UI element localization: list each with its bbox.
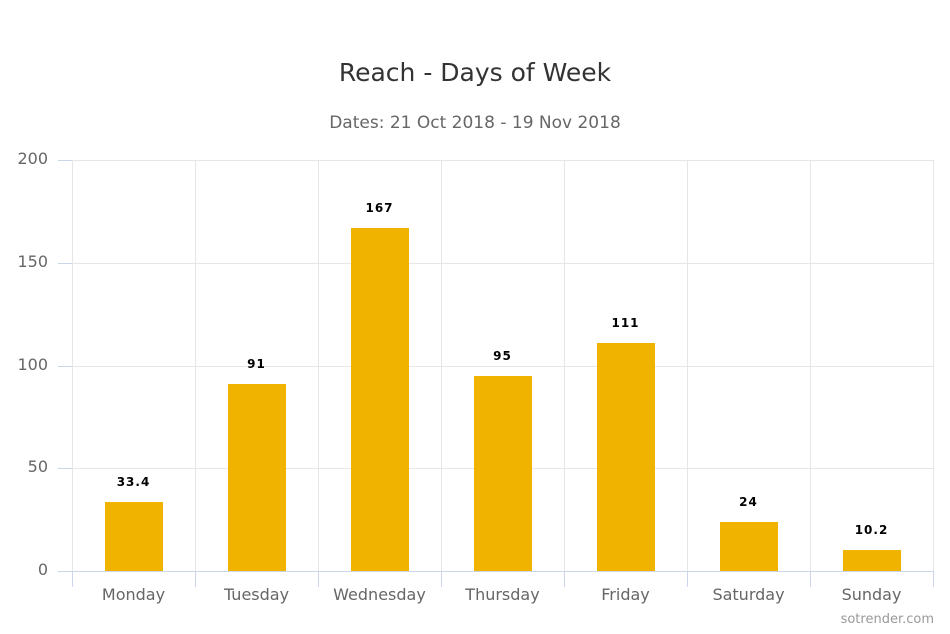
bar-thursday[interactable]	[473, 375, 532, 571]
chart-subtitle: Dates: 21 Oct 2018 - 19 Nov 2018	[329, 113, 621, 133]
x-tick-mark	[195, 571, 196, 587]
credit-link[interactable]: sotrender.com	[840, 612, 934, 627]
gridline-vertical	[72, 160, 73, 571]
y-tick-mark	[58, 262, 72, 264]
x-tick-mark	[441, 571, 442, 587]
data-label: 111	[611, 315, 640, 330]
x-tick-label: Sunday	[841, 585, 902, 604]
data-label: 10.2	[854, 523, 889, 538]
gridline-horizontal	[72, 365, 933, 367]
x-tick-mark	[810, 571, 811, 587]
gridline-horizontal	[72, 160, 933, 161]
bar-sunday[interactable]	[842, 550, 901, 571]
y-tick-label: 150	[17, 251, 48, 271]
gridline-vertical	[933, 160, 934, 571]
y-tick-label: 50	[27, 457, 48, 477]
y-tick-label: 200	[17, 149, 48, 168]
x-tick-label: Thursday	[465, 585, 540, 604]
x-tick-mark	[564, 571, 565, 587]
gridline-vertical	[810, 160, 811, 571]
bar-friday[interactable]	[596, 342, 655, 571]
y-tick-mark	[58, 365, 72, 367]
x-axis-line	[72, 571, 933, 572]
y-tick-mark	[58, 571, 72, 572]
gridline-vertical	[687, 160, 688, 571]
data-label: 95	[493, 348, 512, 363]
gridline-vertical	[195, 160, 196, 571]
x-tick-label: Friday	[601, 585, 650, 604]
x-tick-label: Monday	[101, 585, 166, 604]
y-tick-label: 100	[17, 354, 48, 374]
x-tick-label: Wednesday	[333, 585, 426, 604]
x-tick-label: Tuesday	[223, 585, 290, 604]
bar-tuesday[interactable]	[227, 383, 286, 571]
x-tick-mark	[72, 571, 73, 587]
gridline-horizontal	[72, 262, 933, 264]
y-tick-mark	[58, 160, 72, 161]
x-tick-mark	[933, 571, 934, 587]
data-label: 33.4	[116, 475, 151, 490]
x-tick-mark	[687, 571, 688, 587]
chart-title: Reach - Days of Week	[338, 58, 612, 87]
bar-monday[interactable]	[104, 502, 163, 571]
data-label: 91	[247, 356, 266, 371]
bar-wednesday[interactable]	[350, 227, 409, 571]
y-tick-mark	[58, 468, 72, 470]
data-label: 24	[739, 494, 758, 509]
gridline-vertical	[441, 160, 442, 571]
gridline-vertical	[564, 160, 565, 571]
bar-saturday[interactable]	[719, 521, 778, 571]
data-label: 167	[365, 200, 394, 215]
y-tick-label: 0	[37, 560, 48, 579]
x-tick-mark	[318, 571, 319, 587]
gridline-vertical	[318, 160, 319, 571]
x-tick-label: Saturday	[712, 585, 785, 604]
